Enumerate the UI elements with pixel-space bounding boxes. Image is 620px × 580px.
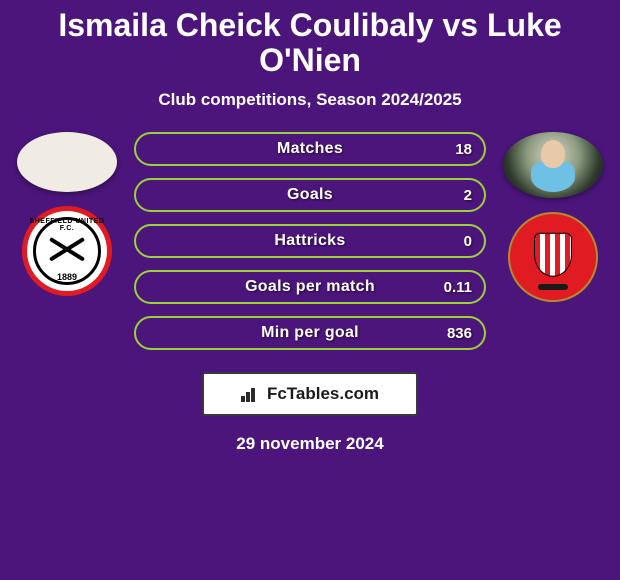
stat-label: Goals	[287, 186, 333, 204]
site-name: FcTables.com	[267, 384, 379, 404]
stat-label: Min per goal	[261, 324, 359, 342]
stat-right-value: 0.11	[444, 279, 472, 296]
left-club-year: 1889	[27, 272, 107, 282]
stat-right-value: 0	[464, 233, 472, 250]
left-column: SHEFFIELD UNITED F.C. 1889	[12, 132, 122, 296]
stat-row-gpm: Goals per match 0.11	[134, 270, 486, 304]
comparison-panel: SHEFFIELD UNITED F.C. 1889 Matches 18 Go…	[0, 132, 620, 350]
page-title: Ismaila Cheick Coulibaly vs Luke O'Nien	[0, 0, 620, 82]
stat-right-value: 18	[455, 141, 472, 158]
stat-right-value: 2	[464, 187, 472, 204]
stat-row-goals: Goals 2	[134, 178, 486, 212]
stat-row-mpg: Min per goal 836	[134, 316, 486, 350]
footer-date: 29 november 2024	[0, 434, 620, 454]
right-club-crest	[508, 212, 598, 302]
left-club-crest: SHEFFIELD UNITED F.C. 1889	[22, 206, 112, 296]
left-player-avatar	[17, 132, 117, 192]
stat-label: Goals per match	[245, 278, 375, 296]
swords-icon	[45, 233, 89, 267]
stat-bars: Matches 18 Goals 2 Hattricks 0 Goals per…	[134, 132, 486, 350]
stat-right-value: 836	[447, 325, 472, 342]
stat-label: Hattricks	[274, 232, 345, 250]
barchart-icon	[241, 386, 261, 402]
stat-row-matches: Matches 18	[134, 132, 486, 166]
page-subtitle: Club competitions, Season 2024/2025	[0, 90, 620, 110]
stat-row-hattricks: Hattricks 0	[134, 224, 486, 258]
site-badge: FcTables.com	[202, 372, 418, 416]
right-player-avatar	[503, 132, 603, 198]
right-column	[498, 132, 608, 302]
left-club-label: SHEFFIELD UNITED F.C.	[27, 218, 107, 232]
stat-label: Matches	[277, 140, 343, 158]
